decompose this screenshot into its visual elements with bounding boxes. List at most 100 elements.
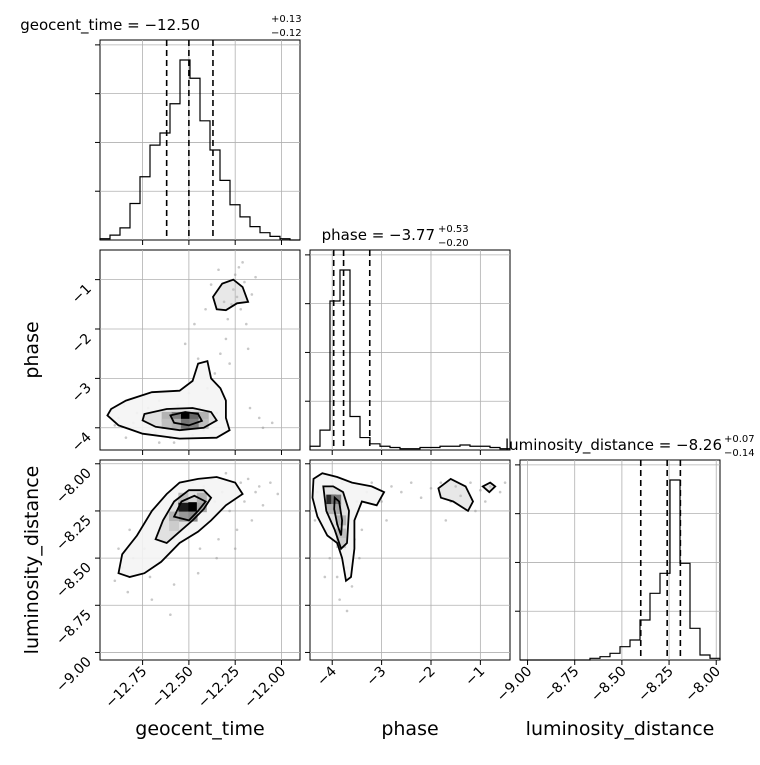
tick-label-x: −12.50 bbox=[149, 664, 197, 712]
sample-point bbox=[488, 485, 492, 488]
contour-line bbox=[154, 489, 213, 545]
sample-point bbox=[148, 575, 152, 579]
sample-point bbox=[217, 537, 220, 541]
ylabel-luminosity_distance: luminosity_distance bbox=[21, 466, 43, 655]
sample-point bbox=[257, 416, 261, 420]
contour-line bbox=[169, 411, 204, 427]
tick-label-x: −2 bbox=[413, 664, 439, 690]
sample-point bbox=[126, 590, 130, 594]
chart-marks: −12.75−12.50−12.25−12.00 −4 −3 −2 −1 −9.00 −8.… bbox=[53, 40, 724, 711]
tick-label-y: −9.00 bbox=[53, 654, 95, 696]
sample-point bbox=[219, 352, 222, 356]
sample-point bbox=[439, 481, 443, 484]
density-cell bbox=[187, 502, 198, 513]
tick-label-x: −8.25 bbox=[635, 664, 677, 706]
tick-label-y: −2 bbox=[69, 331, 95, 357]
panel-frame-geocent_time-phase bbox=[99, 249, 301, 451]
contour-line bbox=[481, 481, 497, 494]
sample-point bbox=[230, 303, 233, 306]
sample-point bbox=[454, 485, 457, 488]
title-geocent_time-sup: +0.13 bbox=[271, 14, 302, 25]
density-cell bbox=[336, 538, 347, 549]
tick-label-x: −8.75 bbox=[541, 664, 583, 706]
panel-frame-phase-luminosity_distance bbox=[309, 459, 511, 661]
contour-line bbox=[322, 485, 350, 551]
tick-label-y: −8.25 bbox=[53, 512, 95, 554]
sample-point bbox=[239, 307, 243, 311]
contour-line bbox=[172, 494, 207, 522]
density-cell bbox=[189, 411, 200, 422]
sample-point bbox=[261, 426, 265, 430]
sample-point bbox=[217, 268, 220, 272]
title-phase-sup: +0.53 bbox=[438, 224, 469, 235]
sample-point bbox=[358, 556, 361, 560]
tick-label-y: −3 bbox=[69, 380, 95, 406]
panel-frame-phase-hist bbox=[309, 249, 511, 451]
sample-point bbox=[335, 575, 339, 579]
sample-point bbox=[248, 406, 252, 410]
density-cell bbox=[178, 502, 189, 513]
sample-point bbox=[459, 494, 462, 498]
sample-point bbox=[228, 362, 231, 365]
sample-point bbox=[235, 528, 239, 532]
sample-point bbox=[222, 300, 226, 304]
tick-label-x: −4 bbox=[314, 663, 340, 689]
sample-point bbox=[226, 317, 230, 321]
panel-frame-geocent_time-hist bbox=[99, 39, 301, 241]
sample-point bbox=[124, 436, 128, 439]
density-cell bbox=[336, 515, 347, 526]
sample-point bbox=[246, 347, 250, 351]
sample-point bbox=[224, 337, 228, 341]
sample-point bbox=[232, 288, 235, 291]
title-luminosity_distance-sup: +0.07 bbox=[724, 434, 755, 445]
density-cell bbox=[178, 511, 189, 522]
sample-point bbox=[215, 556, 218, 560]
tick-label-x: −1 bbox=[462, 664, 488, 690]
histogram-geocent_time bbox=[99, 59, 300, 241]
contour-line bbox=[106, 359, 231, 440]
sample-point bbox=[254, 275, 257, 279]
sample-point bbox=[261, 503, 265, 507]
sample-point bbox=[400, 490, 403, 494]
tick-label-x: −3 bbox=[364, 664, 390, 690]
sample-point bbox=[183, 342, 187, 346]
sample-point bbox=[250, 293, 254, 296]
sample-point bbox=[193, 322, 196, 326]
title-geocent_time: geocent_time = −12.50 bbox=[20, 16, 200, 35]
density-cell bbox=[169, 521, 180, 532]
sample-point bbox=[172, 441, 176, 444]
density-cell bbox=[326, 504, 337, 515]
sample-point bbox=[385, 519, 388, 522]
tick-label-y: −4 bbox=[69, 429, 95, 455]
title-phase-sub: −0.20 bbox=[438, 238, 469, 249]
contour-line bbox=[311, 472, 386, 583]
sample-point bbox=[328, 556, 332, 560]
title-luminosity_distance-sub: −0.14 bbox=[724, 448, 755, 459]
sample-point bbox=[196, 357, 200, 360]
density-cell bbox=[198, 418, 209, 429]
sample-point bbox=[239, 481, 243, 484]
sample-point bbox=[246, 477, 250, 481]
tick-label-x: −12.25 bbox=[195, 664, 243, 712]
tick-label-x: −8.00 bbox=[682, 664, 724, 706]
sample-point bbox=[390, 485, 393, 488]
tick-label-x: −12.75 bbox=[102, 664, 150, 712]
sample-point bbox=[233, 547, 237, 550]
sample-point bbox=[323, 575, 327, 579]
sample-point bbox=[198, 547, 202, 550]
sample-point bbox=[243, 280, 246, 284]
density-cell bbox=[170, 411, 181, 422]
sample-point bbox=[117, 547, 120, 550]
histogram-phase bbox=[309, 269, 511, 450]
tick-label-x: −12.00 bbox=[241, 664, 289, 712]
histogram-luminosity_distance bbox=[520, 479, 721, 661]
sample-point bbox=[235, 295, 239, 299]
sample-point bbox=[380, 500, 383, 503]
sample-point bbox=[228, 509, 231, 513]
tick-label-x: −8.50 bbox=[588, 664, 630, 706]
sample-point bbox=[204, 307, 207, 311]
sample-point bbox=[345, 609, 349, 613]
density-cell bbox=[161, 418, 172, 429]
xlabel-luminosity_distance: luminosity_distance bbox=[526, 718, 715, 740]
